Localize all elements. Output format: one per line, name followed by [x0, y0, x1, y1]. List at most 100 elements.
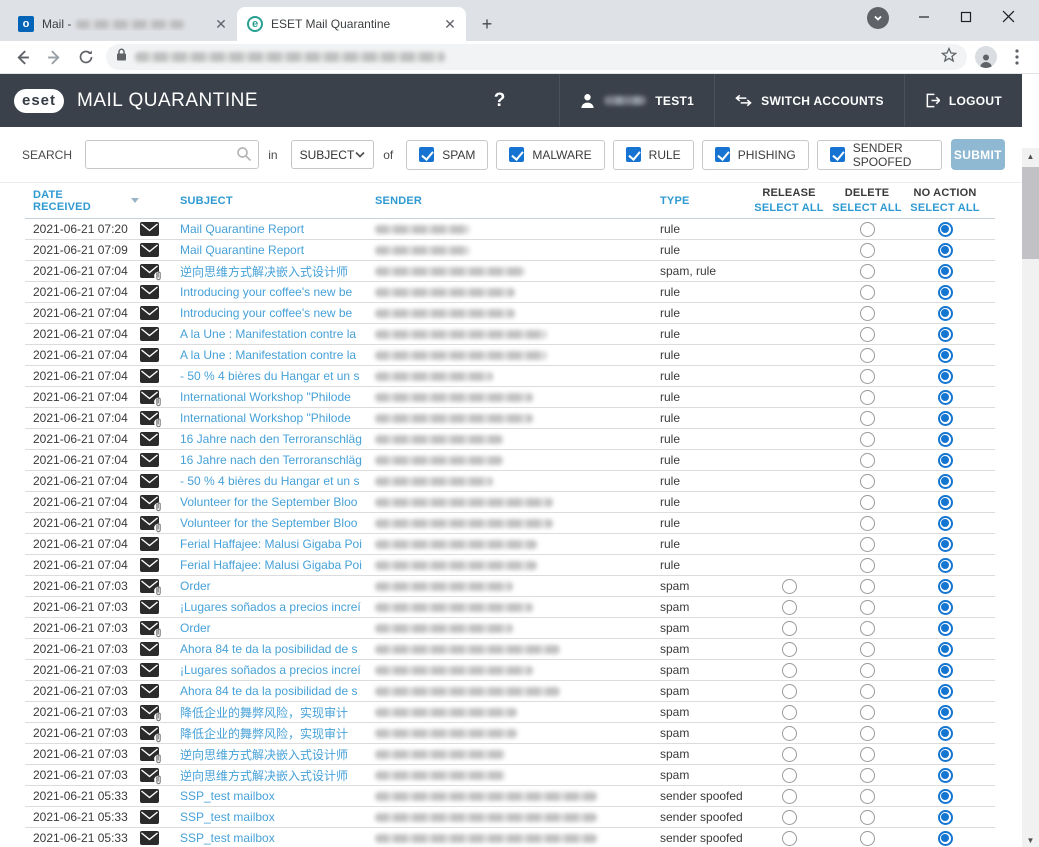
release-radio[interactable] — [781, 746, 797, 762]
row-subject[interactable]: 16 Jahre nach den Terroranschläg — [180, 432, 362, 446]
scrollbar-thumb[interactable] — [1022, 167, 1039, 259]
row-subject[interactable]: ¡Lugares soñados a precios increí — [180, 663, 361, 677]
no-action-radio[interactable] — [937, 431, 953, 447]
no-action-select-all-link[interactable]: SELECT ALL — [910, 201, 980, 214]
delete-radio[interactable] — [859, 788, 875, 804]
checkbox[interactable] — [714, 147, 730, 162]
release-radio[interactable] — [781, 809, 797, 825]
checkbox[interactable] — [419, 147, 435, 162]
release-radio[interactable] — [781, 620, 797, 636]
row-subject[interactable]: Mail Quarantine Report — [180, 243, 305, 257]
delete-radio[interactable] — [859, 767, 875, 783]
submit-button[interactable]: SUBMIT — [950, 139, 1005, 170]
release-radio[interactable] — [781, 683, 797, 699]
close-window-button[interactable] — [987, 2, 1029, 32]
row-subject[interactable]: 逆向思维方式解决嵌入式设计师 — [180, 768, 349, 783]
close-tab-icon[interactable]: ✕ — [215, 16, 227, 32]
no-action-radio[interactable] — [937, 368, 953, 384]
row-subject[interactable]: International Workshop "Philode — [180, 411, 351, 425]
delete-select-all-link[interactable]: SELECT ALL — [832, 201, 902, 214]
row-subject[interactable]: Ferial Haffajee: Malusi Gigaba Poi — [180, 558, 362, 572]
row-subject[interactable]: 降低企业的舞弊风险，实现审计 — [180, 705, 349, 720]
row-subject[interactable]: 逆向思维方式解决嵌入式设计师 — [180, 747, 349, 762]
release-radio[interactable] — [781, 704, 797, 720]
row-subject[interactable]: SSP_test mailbox — [180, 810, 275, 824]
row-subject[interactable]: International Workshop "Philode — [180, 390, 351, 404]
release-radio[interactable] — [781, 788, 797, 804]
release-radio[interactable] — [781, 767, 797, 783]
filter-checkbox-box[interactable]: RULE — [612, 139, 694, 170]
row-subject[interactable]: Ahora 84 te da la posibilidad de s — [180, 684, 358, 698]
scroll-up-icon[interactable]: ▲ — [1026, 152, 1035, 161]
delete-radio[interactable] — [859, 221, 875, 237]
row-subject[interactable]: Volunteer for the September Bloo — [180, 516, 358, 530]
filter-checkbox-box[interactable]: PHISHING — [701, 139, 809, 170]
no-action-radio[interactable] — [937, 347, 953, 363]
no-action-radio[interactable] — [937, 410, 953, 426]
release-radio[interactable] — [781, 830, 797, 846]
no-action-radio[interactable] — [937, 452, 953, 468]
delete-radio[interactable] — [859, 536, 875, 552]
no-action-radio[interactable] — [937, 536, 953, 552]
no-action-radio[interactable] — [937, 557, 953, 573]
new-tab-button[interactable]: + — [481, 13, 493, 34]
browser-menu-icon[interactable] — [1005, 45, 1029, 69]
close-tab-icon[interactable]: ✕ — [444, 16, 456, 32]
row-subject[interactable]: Order — [180, 579, 211, 593]
delete-radio[interactable] — [859, 704, 875, 720]
column-subject[interactable]: SUBJECT — [180, 194, 233, 207]
no-action-radio[interactable] — [937, 284, 953, 300]
no-action-radio[interactable] — [937, 242, 953, 258]
release-radio[interactable] — [781, 578, 797, 594]
media-control-icon[interactable] — [867, 6, 889, 29]
delete-radio[interactable] — [859, 620, 875, 636]
delete-radio[interactable] — [859, 830, 875, 846]
delete-radio[interactable] — [859, 746, 875, 762]
release-radio[interactable] — [781, 725, 797, 741]
delete-radio[interactable] — [859, 557, 875, 573]
release-radio[interactable] — [781, 599, 797, 615]
no-action-radio[interactable] — [937, 326, 953, 342]
tab-mail[interactable]: o Mail - ✕ — [8, 7, 237, 41]
filter-checkbox-box[interactable]: SENDER SPOOFED — [816, 139, 942, 170]
delete-radio[interactable] — [859, 809, 875, 825]
no-action-radio[interactable] — [937, 641, 953, 657]
search-input[interactable] — [85, 140, 260, 169]
scroll-down-icon[interactable]: ▼ — [1026, 836, 1035, 845]
delete-radio[interactable] — [859, 725, 875, 741]
back-icon[interactable] — [10, 45, 34, 69]
no-action-radio[interactable] — [937, 599, 953, 615]
delete-radio[interactable] — [859, 284, 875, 300]
checkbox[interactable] — [509, 147, 525, 162]
row-subject[interactable]: Introducing your coffee's new be — [180, 306, 353, 320]
tab-eset-quarantine[interactable]: e ESET Mail Quarantine ✕ — [237, 7, 466, 41]
no-action-radio[interactable] — [937, 221, 953, 237]
no-action-radio[interactable] — [937, 389, 953, 405]
row-subject[interactable]: ¡Lugares soñados a precios increí — [180, 600, 361, 614]
no-action-radio[interactable] — [937, 788, 953, 804]
row-subject[interactable]: 逆向思维方式解决嵌入式设计师 — [180, 264, 349, 279]
no-action-radio[interactable] — [937, 683, 953, 699]
no-action-radio[interactable] — [937, 473, 953, 489]
no-action-radio[interactable] — [937, 305, 953, 321]
minimize-button[interactable] — [903, 2, 945, 32]
delete-radio[interactable] — [859, 410, 875, 426]
row-subject[interactable]: Volunteer for the September Bloo — [180, 495, 358, 509]
logout-button[interactable]: LOGOUT — [903, 74, 1022, 127]
no-action-radio[interactable] — [937, 620, 953, 636]
delete-radio[interactable] — [859, 599, 875, 615]
no-action-radio[interactable] — [937, 725, 953, 741]
row-subject[interactable]: Ahora 84 te da la posibilidad de s — [180, 642, 358, 656]
vertical-scrollbar[interactable]: ▲ ▼ — [1022, 148, 1039, 847]
no-action-radio[interactable] — [937, 704, 953, 720]
switch-accounts-button[interactable]: SWITCH ACCOUNTS — [714, 74, 904, 127]
row-subject[interactable]: 降低企业的舞弊风险，实现审计 — [180, 726, 349, 741]
row-subject[interactable]: SSP_test mailbox — [180, 831, 275, 845]
no-action-radio[interactable] — [937, 767, 953, 783]
row-subject[interactable]: A la Une : Manifestation contre la — [180, 327, 357, 341]
delete-radio[interactable] — [859, 641, 875, 657]
forward-icon[interactable] — [42, 45, 66, 69]
no-action-radio[interactable] — [937, 263, 953, 279]
no-action-radio[interactable] — [937, 809, 953, 825]
delete-radio[interactable] — [859, 662, 875, 678]
